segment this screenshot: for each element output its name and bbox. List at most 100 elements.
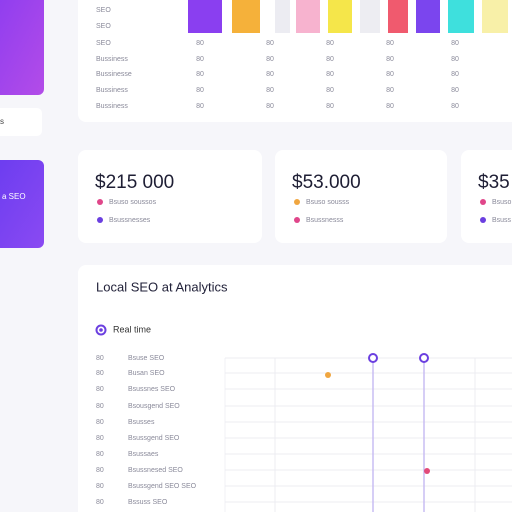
color-block — [232, 0, 260, 33]
row-num: 80 — [96, 467, 104, 474]
cell: 80 — [266, 56, 274, 63]
stat-item: Bsuss — [492, 217, 512, 224]
stat-item: Bsuso soussos — [109, 199, 157, 206]
row-label: Bsussaes — [128, 451, 159, 458]
row-label: Bsussnesed SEO — [128, 467, 183, 474]
row-num: 80 — [96, 451, 104, 458]
row-num: 80 — [96, 403, 104, 410]
row-label: Bsousgend SEO — [128, 403, 180, 410]
cell: 80 — [386, 71, 394, 78]
cell: 80 — [196, 103, 204, 110]
cell: 80 — [451, 40, 459, 47]
cell: 80 — [451, 87, 459, 94]
cell: 80 — [451, 71, 459, 78]
marker[interactable] — [419, 353, 429, 363]
top-table: SEO SEO SEO 80 80 80 80 80 Bussiness 80 80 80 80 80 Bu… — [96, 7, 459, 110]
stat-dot — [480, 217, 486, 223]
cell: 80 — [326, 87, 334, 94]
row-label: Bsussgend SEO — [128, 435, 180, 442]
legend-label: Real time — [113, 324, 151, 334]
stat-dot — [480, 199, 486, 205]
color-block — [328, 0, 352, 33]
cell: 80 — [196, 71, 204, 78]
stat-item: Bsussnesss — [306, 217, 344, 224]
row-label: Bssuss SEO — [128, 499, 168, 506]
cell: 80 — [266, 87, 274, 94]
row-label: Bussiness — [96, 103, 128, 110]
row-label: SEO — [96, 40, 111, 47]
color-block — [296, 0, 320, 33]
cell: 80 — [196, 40, 204, 47]
color-block — [360, 0, 380, 33]
color-block — [482, 0, 508, 33]
color-block — [448, 0, 474, 33]
stat-item: Bsuso sousss — [306, 199, 350, 206]
sidebar-active-text: a SEO — [2, 192, 26, 201]
sidebar-active[interactable] — [0, 160, 44, 248]
color-block — [388, 0, 408, 33]
row-num: 80 — [96, 370, 104, 377]
legend-icon-dot — [99, 328, 103, 332]
dot — [424, 468, 430, 474]
cell: 80 — [326, 71, 334, 78]
cell: 80 — [386, 40, 394, 47]
row-label: Bsussnes SEO — [128, 386, 176, 393]
color-block — [275, 0, 290, 33]
color-block — [188, 0, 222, 33]
row-label: SEO — [96, 23, 111, 30]
cell: 80 — [451, 56, 459, 63]
stat-dot — [294, 199, 300, 205]
row-label: Bussinesse — [96, 71, 132, 78]
stat-value: $215 000 — [95, 172, 174, 193]
cell: 80 — [266, 103, 274, 110]
cell: 80 — [326, 40, 334, 47]
cell: 80 — [451, 103, 459, 110]
row-label: Busan SEO — [128, 370, 165, 377]
row-num: 80 — [96, 386, 104, 393]
stat-cards: $215 000 Bsuso soussos Bsussnesses $53.000 B… — [78, 150, 512, 243]
cell: 80 — [386, 103, 394, 110]
dot — [325, 372, 331, 378]
row-num: 80 — [96, 355, 104, 362]
cell: 80 — [326, 56, 334, 63]
cell: 80 — [196, 56, 204, 63]
row-label: SEO — [96, 7, 111, 14]
stat-dot — [294, 217, 300, 223]
row-num: 80 — [96, 435, 104, 442]
stat-value: $53.000 — [292, 172, 361, 193]
stat-dot — [97, 217, 103, 223]
row-label: Bussiness — [96, 87, 128, 94]
cell: 80 — [196, 87, 204, 94]
stat-value: $35 — [478, 172, 510, 193]
stat-card — [461, 150, 512, 243]
row-label: Bsusses — [128, 419, 155, 426]
row-num: 80 — [96, 419, 104, 426]
cell: 80 — [386, 56, 394, 63]
stat-item: Bsussnesses — [109, 217, 151, 224]
cell: 80 — [266, 71, 274, 78]
cell: 80 — [386, 87, 394, 94]
stat-card — [275, 150, 447, 243]
row-num: 80 — [96, 499, 104, 506]
sidebar-card[interactable] — [0, 108, 42, 136]
sidebar-banner — [0, 0, 44, 95]
row-label: Bsuse SEO — [128, 355, 165, 362]
analytics-title: Local SEO at Analytics — [96, 279, 228, 294]
analytics-rows: 80 Bsuse SEO 80 Busan SEO 80 Bsussnes SEO 80 Bs… — [96, 355, 512, 512]
sidebar-text: s — [0, 117, 4, 126]
marker[interactable] — [368, 353, 378, 363]
color-block — [416, 0, 440, 33]
row-num: 80 — [96, 483, 104, 490]
color-blocks — [188, 0, 508, 33]
row-label: Bsussgend SEO SEO — [128, 483, 197, 490]
stat-card — [78, 150, 262, 243]
stat-dot — [97, 199, 103, 205]
cell: 80 — [326, 103, 334, 110]
stat-item: Bsuso — [492, 199, 512, 206]
realtime-markers — [325, 353, 430, 512]
cell: 80 — [266, 40, 274, 47]
row-label: Bussiness — [96, 56, 128, 63]
top-card — [78, 0, 512, 122]
